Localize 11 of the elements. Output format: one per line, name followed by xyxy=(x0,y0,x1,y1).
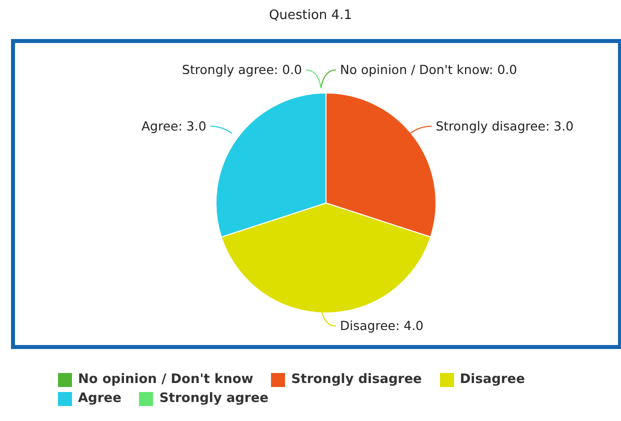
legend-label: No opinion / Don't know xyxy=(78,372,254,387)
text: No opinion / Don't know: 0.0 xyxy=(340,62,518,77)
data-label: Disagree: 4.0 xyxy=(340,318,424,333)
data-label: Agree: 3.0 xyxy=(142,118,206,134)
text: Strongly agree: 0.0 xyxy=(182,62,302,77)
legend-label: Strongly agree xyxy=(159,391,268,406)
data-label: Strongly disagree: 3.0 xyxy=(436,118,574,134)
legend-label: Strongly disagree xyxy=(291,372,422,387)
legend-label: Agree xyxy=(78,391,122,406)
chart-title: Question 4.1 xyxy=(268,8,353,23)
legend-label: Disagree xyxy=(460,372,525,387)
